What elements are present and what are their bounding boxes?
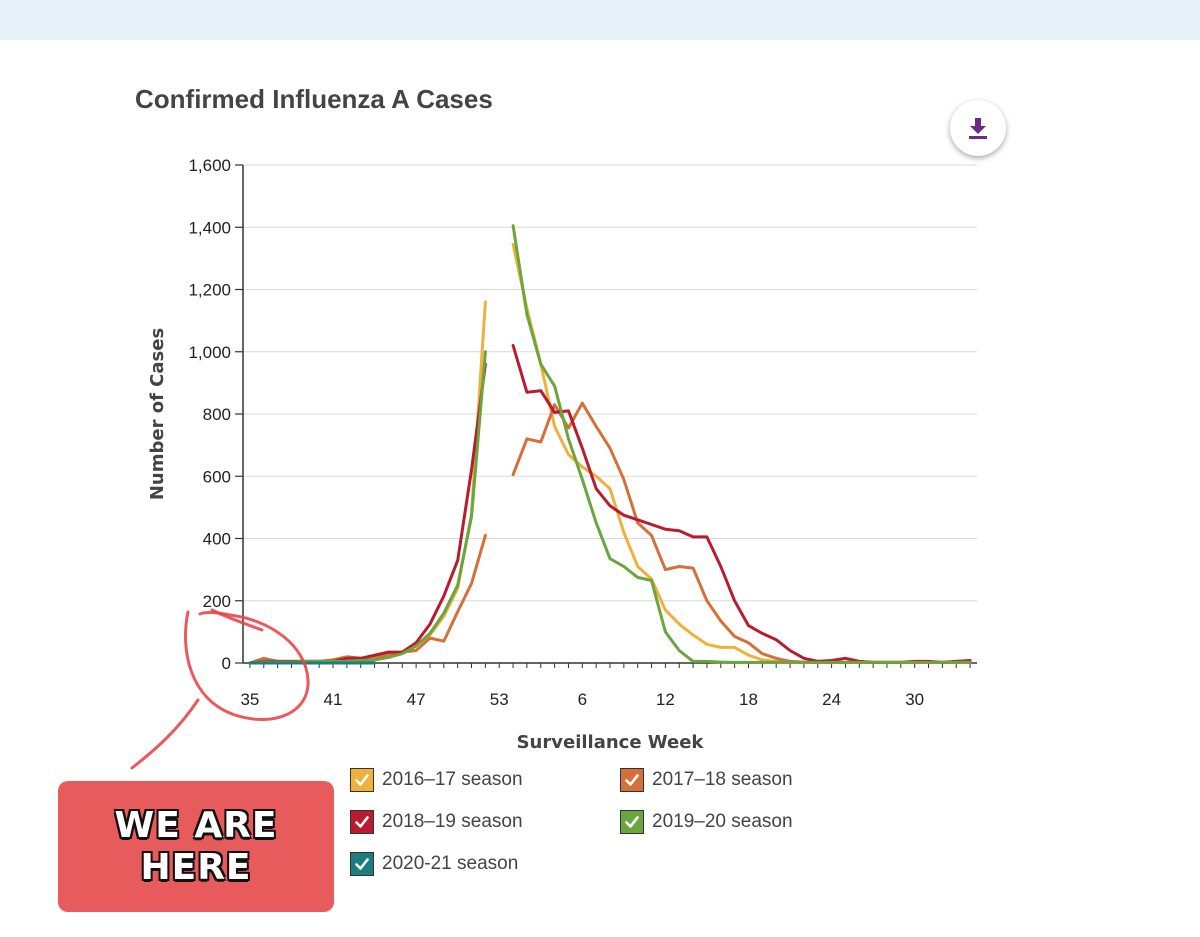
- y-tick-label: 200: [203, 592, 231, 611]
- y-tick-label: 600: [203, 467, 231, 486]
- x-tick-label: 47: [407, 690, 426, 709]
- series-line-2: [511, 401, 972, 664]
- y-tick-label: 1,200: [188, 281, 231, 300]
- check-icon: [625, 816, 639, 828]
- y-tick-label: 0: [222, 654, 231, 673]
- check-icon: [355, 816, 369, 828]
- chart-gridlines: [235, 164, 977, 664]
- chart-title: Confirmed Influenza A Cases: [135, 84, 493, 114]
- legend-item-2016-17[interactable]: 2016–17 season: [350, 768, 523, 792]
- y-tick-label: 1,000: [188, 343, 231, 362]
- sticker-text-line1: WE ARE: [114, 804, 278, 846]
- check-icon: [625, 774, 639, 786]
- check-icon: [355, 774, 369, 786]
- y-tick-label: 400: [203, 530, 231, 549]
- x-axis-title: Surveillance Week: [517, 732, 705, 753]
- y-tick-label: 1,400: [188, 218, 231, 237]
- x-tick-label: 6: [578, 690, 587, 709]
- legend-label: 2018–19 season: [382, 811, 523, 832]
- annotation-pointer: [130, 698, 200, 770]
- x-tick-labels: 35 41 47 53 6 12 18 24 30: [240, 690, 924, 709]
- series-lines: [248, 224, 972, 665]
- top-banner: [0, 0, 1200, 40]
- legend-item-2020-21[interactable]: 2020-21 season: [350, 852, 518, 876]
- series-line-1: [511, 242, 972, 664]
- series-line-3: [248, 362, 487, 665]
- x-tick-label: 12: [656, 690, 675, 709]
- annotation-circle: [184, 610, 310, 721]
- chart-axes: [242, 165, 977, 668]
- series-line-3: [511, 344, 972, 664]
- series-line-1: [248, 300, 487, 665]
- checkbox-icon: [350, 768, 374, 792]
- y-axis-title: Number of Cases: [147, 328, 168, 500]
- download-button[interactable]: [950, 100, 1006, 156]
- legend-label: 2020-21 season: [382, 853, 519, 874]
- legend-label: 2016–17 season: [382, 769, 523, 790]
- legend-item-2017-18[interactable]: 2017–18 season: [620, 768, 793, 792]
- y-tick-label: 1,600: [188, 156, 231, 175]
- x-tick-label: 41: [324, 690, 343, 709]
- legend-item-2019-20[interactable]: 2019–20 season: [620, 810, 793, 834]
- x-tick-label: 53: [490, 690, 509, 709]
- checkbox-icon: [620, 768, 644, 792]
- we-are-here-sticker: WE ARE HERE: [58, 781, 334, 912]
- x-tick-label: 24: [822, 690, 841, 709]
- legend-item-2018-19[interactable]: 2018–19 season: [350, 810, 523, 834]
- x-tick-label: 35: [240, 690, 259, 709]
- series-line-4: [248, 350, 487, 665]
- chart-legend: 2016–17 season 2017–18 season 2018–19 se…: [350, 768, 910, 888]
- annotation-stroke: [210, 608, 264, 632]
- check-icon: [355, 858, 369, 870]
- we-are-here-circle: [130, 608, 310, 770]
- x-tick-label: 18: [739, 690, 758, 709]
- checkbox-icon: [350, 852, 374, 876]
- x-tick-label: 30: [905, 690, 924, 709]
- legend-label: 2017–18 season: [652, 769, 793, 790]
- y-tick-labels: 0 200 400 600 800 1,000 1,200 1,400 1,600: [188, 156, 231, 673]
- legend-label: 2019–20 season: [652, 811, 793, 832]
- series-line-4: [511, 224, 972, 664]
- checkbox-icon: [350, 810, 374, 834]
- sticker-text-line2: HERE: [140, 846, 252, 888]
- y-tick-label: 800: [203, 405, 231, 424]
- download-icon: [969, 118, 987, 139]
- checkbox-icon: [620, 810, 644, 834]
